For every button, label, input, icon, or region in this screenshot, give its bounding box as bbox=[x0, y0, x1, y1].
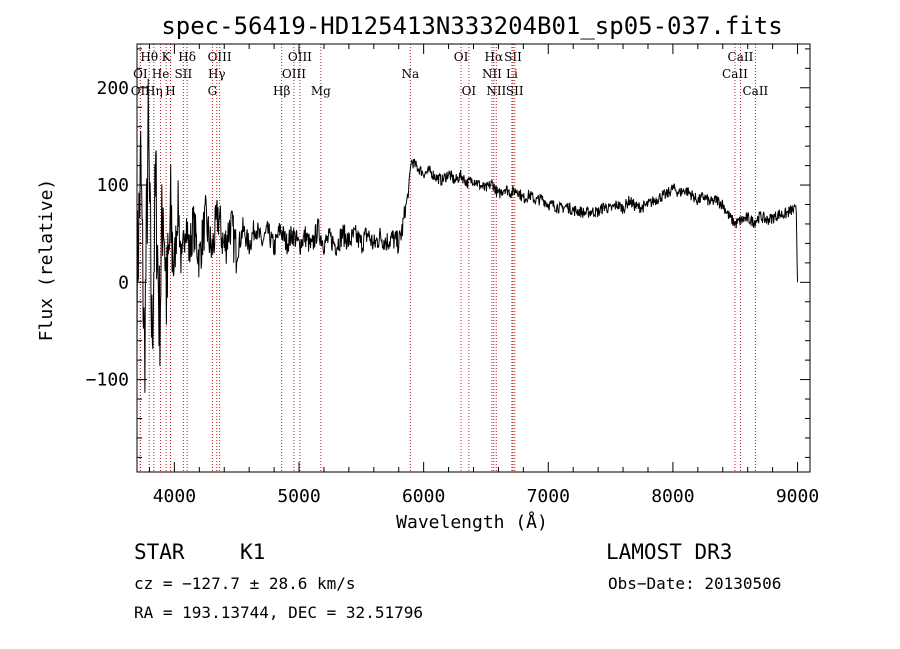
marker-label-8: CaII bbox=[728, 50, 754, 64]
marker-label-20: H bbox=[165, 84, 175, 98]
marker-label-13: OIII bbox=[282, 67, 306, 81]
x-tick-label-3: 7000 bbox=[527, 486, 570, 507]
sky-coordinates: RA = 193.13744, DEC = 32.51796 bbox=[134, 603, 423, 622]
survey-label: LAMOST DR3 bbox=[606, 540, 733, 564]
series-layer bbox=[136, 78, 798, 393]
y-axis-label: Flux (relative) bbox=[36, 179, 57, 342]
y-tick-label-0: −100 bbox=[86, 370, 129, 391]
chart-title: spec-56419-HD125413N333204B01_sp05-037.f… bbox=[161, 12, 782, 40]
x-tick-label-1: 5000 bbox=[277, 486, 320, 507]
marker-label-25: NII bbox=[486, 84, 506, 98]
marker-label-19: Hη bbox=[145, 84, 163, 98]
marker-label-6: Hα bbox=[485, 50, 504, 64]
marker-label-10: He bbox=[152, 67, 170, 81]
marker-label-5: OI bbox=[454, 50, 469, 64]
marker-label-24: OI bbox=[462, 84, 477, 98]
marker-label-23: Mg bbox=[311, 84, 331, 98]
marker-label-17: CaII bbox=[722, 67, 748, 81]
marker-label-4: OIII bbox=[288, 50, 312, 64]
x-tick-label-0: 4000 bbox=[153, 486, 196, 507]
marker-label-0: Hθ bbox=[140, 50, 158, 64]
marker-label-15: NII bbox=[482, 67, 502, 81]
marker-label-1: K bbox=[162, 50, 172, 64]
x-tick-label-4: 8000 bbox=[651, 486, 694, 507]
marker-label-21: G bbox=[208, 84, 218, 98]
x-tick-label-5: 9000 bbox=[776, 486, 819, 507]
marker-label-14: Na bbox=[401, 67, 419, 81]
x-tick-label-2: 6000 bbox=[402, 486, 445, 507]
x-axis-label: Wavelength (Å) bbox=[396, 511, 548, 533]
marker-label-2: Hδ bbox=[178, 50, 196, 64]
marker-label-26: SII bbox=[506, 84, 524, 98]
series-line-flux bbox=[136, 78, 798, 393]
marker-label-12: Hγ bbox=[208, 67, 226, 81]
marker-label-27: CaII bbox=[742, 84, 768, 98]
object-class: STAR bbox=[134, 540, 185, 564]
y-tick-label-3: 200 bbox=[96, 78, 129, 99]
marker-label-22: Hβ bbox=[273, 84, 290, 98]
y-tick-label-2: 100 bbox=[96, 175, 129, 196]
marker-label-11: SII bbox=[175, 67, 193, 81]
redshift-velocity: cz = −127.7 ± 28.6 km/s bbox=[134, 574, 356, 593]
axis-ticks: 4000 5000 6000 7000 8000 9000 −100 0 100 200 bbox=[86, 44, 819, 507]
object-subclass: K1 bbox=[240, 540, 266, 564]
marker-label-7: SII bbox=[504, 50, 522, 64]
observation-date: Obs−Date: 20130506 bbox=[608, 574, 782, 593]
y-tick-label-1: 0 bbox=[118, 272, 129, 293]
marker-label-3: OIII bbox=[208, 50, 232, 64]
marker-label-16: Li bbox=[506, 67, 518, 81]
